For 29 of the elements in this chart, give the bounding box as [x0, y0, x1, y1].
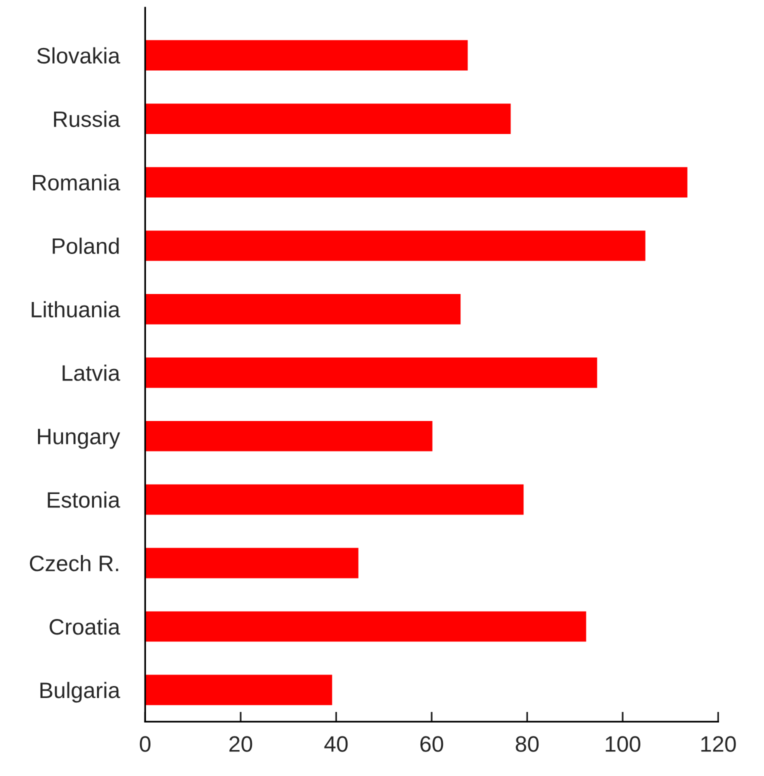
bar [145, 546, 360, 580]
x-tick-label: 100 [606, 736, 640, 752]
x-tick-label: 120 [701, 736, 736, 752]
bar [145, 356, 599, 390]
y-tick-label: Lithuania [32, 301, 120, 318]
y-tick-label: Russia [54, 110, 120, 128]
x-tick-label: 60 [420, 736, 444, 752]
bar [145, 102, 512, 136]
y-tick-label: Czech R. [30, 554, 118, 572]
y-tick-label: Latvia [62, 364, 120, 381]
x-tick-label: 0 [140, 736, 150, 752]
x-tick-label: 40 [324, 736, 348, 752]
bar [145, 38, 470, 72]
bar [145, 229, 647, 262]
x-tick-label: 20 [229, 736, 252, 752]
y-tick-label: Bulgaria [40, 682, 120, 703]
y-tick-label: Slovakia [37, 47, 120, 64]
bar [145, 420, 434, 453]
x-tick-label: 80 [516, 736, 539, 752]
y-tick-label: Croatia [50, 618, 120, 635]
bar [145, 483, 525, 516]
y-tick-label: Hungary [38, 428, 120, 449]
y-tick-label: Estonia [48, 492, 120, 508]
bar [145, 292, 462, 326]
bar [145, 610, 588, 644]
y-tick-label: Poland [52, 238, 119, 254]
bar [145, 673, 334, 707]
y-tick-label: Romania [33, 174, 120, 191]
bar [145, 166, 689, 199]
